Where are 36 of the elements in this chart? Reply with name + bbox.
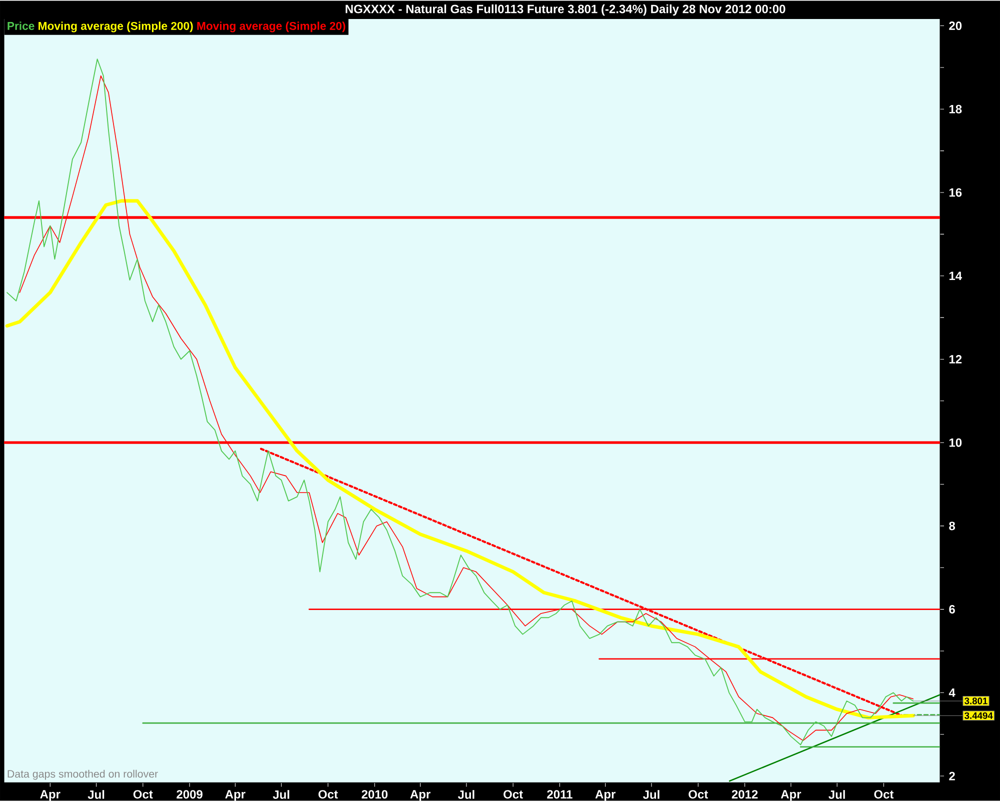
text: Moving average (Simple 20): [197, 22, 346, 32]
y-tick-label: 20: [949, 21, 962, 30]
x-tick-label: Oct: [318, 790, 338, 798]
x-tick-label: Apr: [40, 790, 60, 801]
x-tick-label: 2011: [547, 790, 572, 798]
x-tick-label: Apr: [780, 790, 802, 801]
x-tick-label: Oct: [504, 790, 523, 798]
y-tick-label: 14: [949, 272, 962, 280]
x-tick-label: Jul: [458, 790, 474, 799]
x-tick-label: 2012: [732, 790, 758, 798]
chart-title: NGXXXX - Natural Gas Full0113 Future 3.801 (-2.34%) Daily 28 Nov 2012 00:00: [346, 4, 786, 16]
y-tick-label: 16: [949, 188, 962, 197]
x-tick-label: Apr: [410, 790, 430, 801]
x-tick-label: Apr: [595, 790, 616, 801]
x-tick-label: 2010: [362, 790, 388, 798]
x-tick-label: Jul: [88, 790, 104, 799]
y-tick-label: 12: [949, 354, 962, 364]
x-tick-label: 2009: [176, 790, 202, 798]
y-tick-label: 18: [949, 104, 962, 114]
y-tick-label: 8: [949, 522, 956, 530]
annotation: Data gaps smoothed on rollover: [8, 770, 158, 780]
y-tick-label: 10: [949, 438, 962, 447]
y-tick-label: 4: [948, 688, 956, 697]
text: Price: [8, 22, 34, 30]
annotation: 3.801: [964, 698, 988, 704]
x-tick-label: Jul: [643, 790, 660, 799]
x-tick-label: Jul: [828, 790, 845, 799]
x-tick-label: Oct: [688, 790, 708, 798]
x-tick-label: Apr: [225, 790, 246, 801]
y-tick-label: 2: [949, 772, 955, 780]
annotation: 3.4494: [964, 712, 993, 719]
x-tick-label: Jul: [272, 790, 290, 799]
x-tick-label: Oct: [133, 790, 153, 798]
x-tick-label: Oct: [874, 790, 894, 798]
y-tick-label: 6: [949, 604, 955, 614]
text: Moving average (Simple 200): [38, 22, 193, 32]
